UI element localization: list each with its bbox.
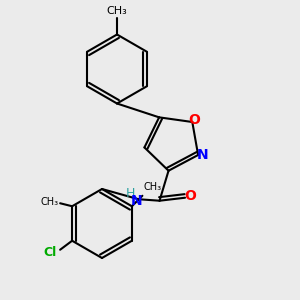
Text: CH₃: CH₃ (106, 6, 128, 16)
Text: CH₃: CH₃ (40, 197, 58, 207)
Text: N: N (131, 194, 143, 208)
Text: H: H (125, 187, 135, 200)
Text: O: O (184, 189, 196, 203)
Text: O: O (188, 112, 200, 127)
Text: N: N (197, 148, 208, 162)
Text: CH₃: CH₃ (144, 182, 162, 192)
Text: Cl: Cl (44, 246, 57, 259)
